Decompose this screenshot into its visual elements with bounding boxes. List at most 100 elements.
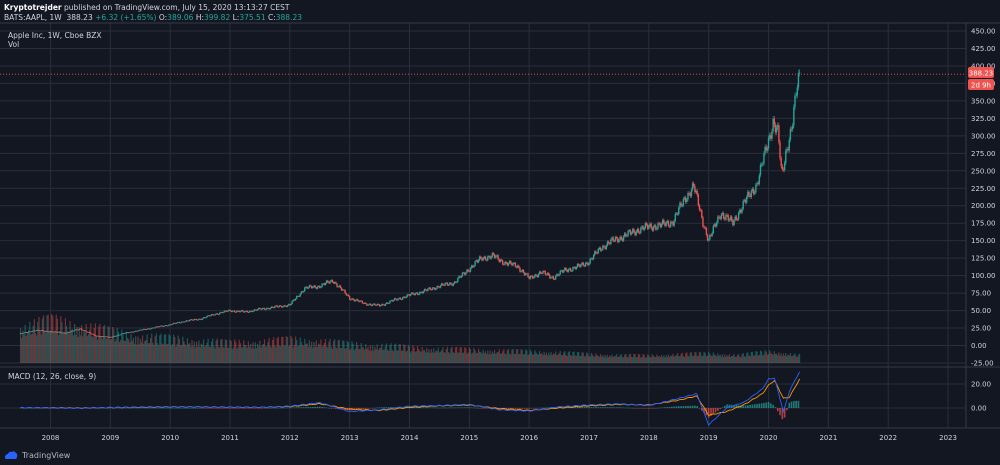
volume-bar	[178, 339, 180, 363]
macd-histogram-bar	[107, 407, 109, 409]
volume-bar	[591, 354, 594, 363]
volume-bar	[30, 334, 32, 363]
volume-bar	[331, 348, 334, 363]
candle-body	[763, 153, 765, 164]
macd-histogram-bar	[477, 407, 480, 409]
candle-body	[503, 264, 505, 266]
volume-bar	[338, 339, 340, 363]
macd-histogram-bar	[625, 407, 627, 409]
macd-histogram-bar	[581, 407, 583, 408]
macd-histogram-bar	[157, 407, 160, 409]
candle-body	[128, 332, 130, 334]
macd-histogram-bar	[714, 408, 717, 413]
candle-body	[363, 302, 366, 304]
volume-bar	[197, 346, 199, 363]
volume-bar	[225, 339, 228, 363]
candle-body	[45, 330, 47, 332]
volume-bar	[216, 338, 218, 363]
macd-histogram-bar	[210, 408, 213, 409]
candle-body	[245, 310, 247, 312]
volume-bar	[181, 344, 183, 363]
candle-body	[458, 276, 460, 279]
macd-histogram-bar	[238, 408, 240, 409]
macd-histogram-bar	[696, 406, 698, 408]
candle-body	[530, 275, 533, 277]
candle-body	[362, 303, 365, 304]
macd-histogram-bar	[413, 406, 415, 408]
candle-body	[313, 285, 315, 287]
volume-bar	[93, 328, 95, 363]
volume-bar	[612, 357, 614, 363]
candle-body	[635, 231, 637, 236]
volume-bar	[47, 314, 49, 363]
candle-body	[577, 263, 580, 266]
candle-body	[751, 188, 754, 192]
candle-body	[457, 278, 459, 282]
candle-body	[778, 125, 780, 143]
volume-bar	[616, 354, 618, 363]
macd-histogram-bar	[654, 408, 657, 409]
volume-bar	[789, 353, 791, 363]
author-name[interactable]: Kryptotrejder	[4, 3, 62, 12]
candle-body	[719, 217, 721, 219]
volume-bar	[146, 334, 148, 363]
macd-histogram-bar	[788, 402, 791, 408]
volume-bar	[716, 356, 718, 363]
macd-histogram-bar	[431, 407, 434, 409]
volume-bar	[614, 355, 617, 363]
candle-body	[599, 247, 602, 251]
candle-body	[671, 221, 673, 223]
volume-bar	[717, 353, 719, 363]
volume-bar	[748, 355, 750, 363]
candle-body	[93, 334, 95, 336]
candle-body	[460, 276, 462, 278]
volume-bar	[109, 339, 111, 363]
candle-body	[70, 330, 72, 332]
volume-bar	[204, 346, 206, 363]
volume-bar	[677, 353, 679, 363]
candle-body	[567, 269, 570, 272]
footer-brand[interactable]: TradingView	[22, 450, 71, 460]
volume-bar	[673, 356, 675, 363]
volume-bar	[112, 326, 114, 363]
volume-bar	[301, 344, 304, 363]
candle-body	[361, 300, 364, 304]
volume-bar	[515, 349, 518, 363]
volume-bar	[214, 348, 216, 363]
candle-body	[176, 322, 178, 324]
volume-bar	[349, 349, 351, 363]
candle-body	[99, 336, 101, 338]
volume-bar	[452, 352, 454, 363]
volume-bar	[433, 348, 435, 363]
candle-body	[653, 225, 656, 227]
candle-body	[796, 87, 799, 96]
y-tick-label: 75.00	[971, 290, 991, 298]
volume-bar	[584, 355, 587, 363]
volume-bar	[484, 351, 487, 363]
macd-histogram-bar	[615, 407, 618, 408]
volume-bar	[535, 352, 537, 363]
macd-histogram-bar	[574, 406, 577, 408]
macd-histogram-bar	[606, 407, 609, 408]
candle-body	[251, 310, 253, 312]
volume-bar	[94, 323, 96, 363]
candle-body	[284, 305, 286, 307]
candle-body	[707, 239, 710, 241]
candle-body	[687, 192, 689, 200]
candle-body	[416, 292, 419, 295]
volume-bar	[494, 349, 496, 363]
volume-bar	[136, 344, 138, 363]
candle-body	[686, 199, 688, 203]
volume-bar	[389, 345, 391, 363]
volume-bar	[383, 349, 385, 363]
volume-bar	[220, 339, 222, 363]
volume-bar	[754, 355, 756, 363]
candle-body	[618, 240, 620, 243]
volume-bar	[269, 345, 271, 363]
candle-body	[756, 183, 758, 185]
candle-body	[229, 309, 231, 311]
candle-body	[78, 328, 80, 330]
candle-body	[508, 261, 511, 264]
candle-body	[523, 272, 526, 276]
